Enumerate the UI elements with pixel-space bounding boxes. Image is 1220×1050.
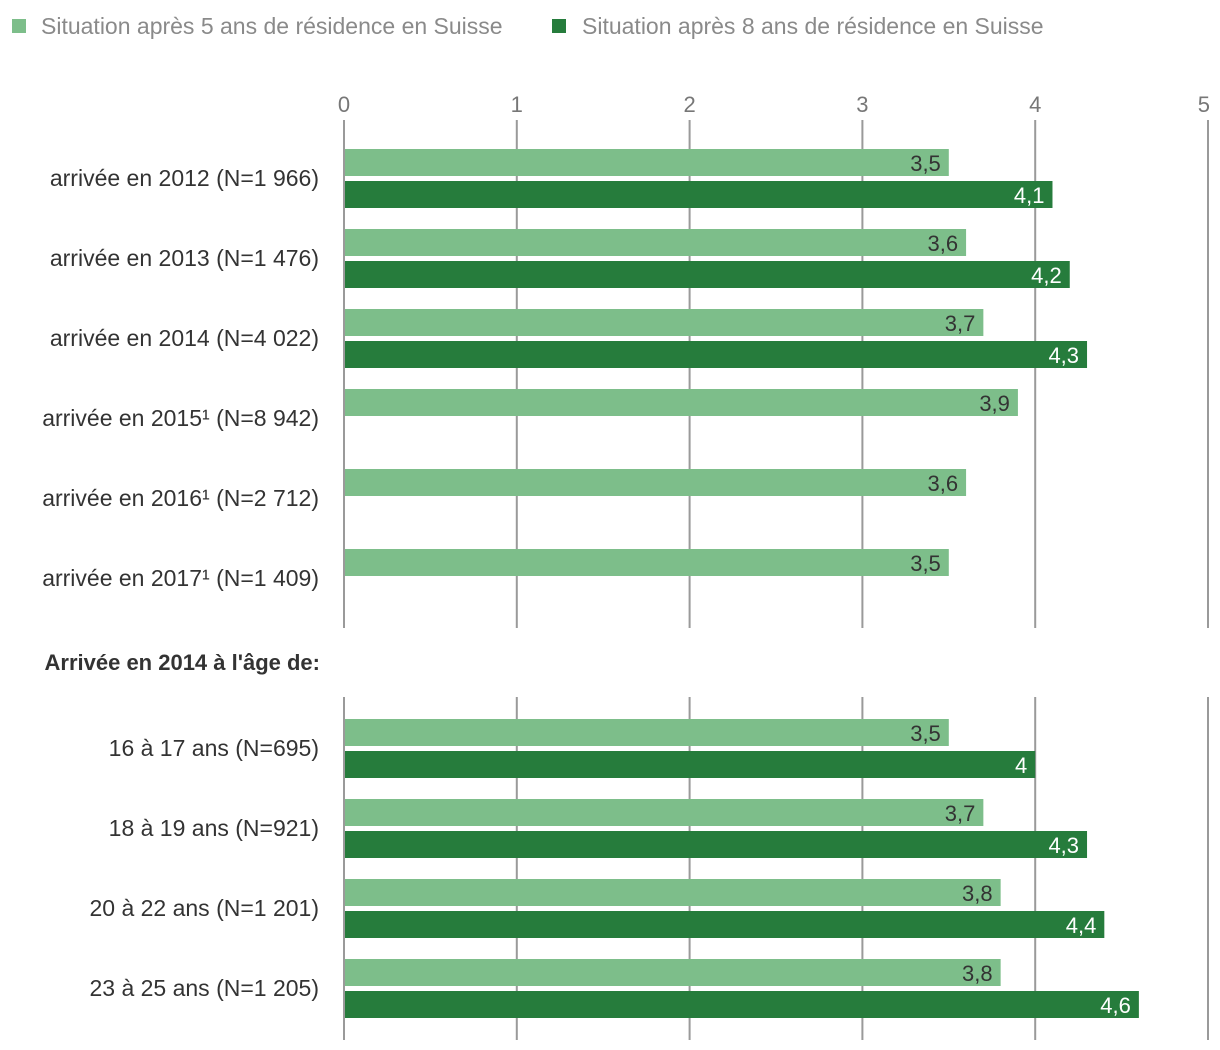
value-label-8ans-16-a-17-ans-n-695: 4 [1015, 753, 1027, 778]
x-tick-label-4: 4 [1029, 92, 1041, 117]
category-label-20-a-22-ans-n-1-201: 20 à 22 ans (N=1 201) [89, 895, 319, 921]
bar-5ans-arrivee-en-2016-n-2-712 [345, 469, 967, 496]
group-title: Arrivée en 2014 à l'âge de: [45, 650, 321, 675]
bar-8ans-18-a-19-ans-n-921 [345, 831, 1088, 858]
legend-label-2: Situation après 8 ans de résidence en Su… [582, 13, 1044, 39]
bar-5ans-arrivee-en-2015-n-8-942 [345, 389, 1018, 416]
value-label-5ans-20-a-22-ans-n-1-201: 3,8 [962, 881, 993, 906]
legend-swatch-2 [552, 19, 566, 33]
value-label-8ans-23-a-25-ans-n-1-205: 4,6 [1100, 993, 1131, 1018]
category-label-arrivee-en-2014-n-4-022: arrivée en 2014 (N=4 022) [50, 325, 319, 351]
x-tick-label-0: 0 [338, 92, 350, 117]
value-label-8ans-18-a-19-ans-n-921: 4,3 [1048, 833, 1079, 858]
value-label-5ans-23-a-25-ans-n-1-205: 3,8 [962, 961, 993, 986]
bars: 3,5 4,1 3,6 4,2 3,7 4,3 3,9 3,6 3,5 3,5 4 3,7 4,3 3,8… [345, 149, 1139, 1018]
bar-5ans-23-a-25-ans-n-1-205 [345, 959, 1001, 986]
value-label-8ans-arrivee-en-2012-n-1-966: 4,1 [1014, 183, 1045, 208]
value-label-5ans-arrivee-en-2016-n-2-712: 3,6 [927, 471, 958, 496]
bar-8ans-16-a-17-ans-n-695 [345, 751, 1036, 778]
category-label-arrivee-en-2016-n-2-712: arrivée en 2016¹ (N=2 712) [42, 485, 319, 511]
value-label-5ans-arrivee-en-2017-n-1-409: 3,5 [910, 551, 941, 576]
x-tick-label-5: 5 [1198, 92, 1210, 117]
bar-5ans-16-a-17-ans-n-695 [345, 719, 949, 746]
bar-8ans-arrivee-en-2014-n-4-022 [345, 341, 1088, 368]
x-tick-label-2: 2 [683, 92, 695, 117]
value-label-8ans-arrivee-en-2014-n-4-022: 4,3 [1048, 343, 1079, 368]
legend-label-1: Situation après 5 ans de résidence en Su… [41, 13, 503, 39]
x-tick-label-1: 1 [511, 92, 523, 117]
x-axis-ticks: 0 1 2 3 4 5 [338, 92, 1210, 117]
bar-8ans-arrivee-en-2012-n-1-966 [345, 181, 1053, 208]
bar-5ans-arrivee-en-2014-n-4-022 [345, 309, 984, 336]
category-label-arrivee-en-2012-n-1-966: arrivée en 2012 (N=1 966) [50, 165, 319, 191]
legend-swatch-1 [12, 19, 26, 33]
value-label-5ans-arrivee-en-2015-n-8-942: 3,9 [979, 391, 1010, 416]
bar-8ans-23-a-25-ans-n-1-205 [345, 991, 1139, 1018]
value-label-8ans-20-a-22-ans-n-1-201: 4,4 [1066, 913, 1097, 938]
bar-5ans-arrivee-en-2012-n-1-966 [345, 149, 949, 176]
bar-5ans-arrivee-en-2017-n-1-409 [345, 549, 949, 576]
value-label-5ans-arrivee-en-2014-n-4-022: 3,7 [945, 311, 976, 336]
value-label-5ans-arrivee-en-2013-n-1-476: 3,6 [927, 231, 958, 256]
value-label-8ans-arrivee-en-2013-n-1-476: 4,2 [1031, 263, 1062, 288]
value-label-5ans-16-a-17-ans-n-695: 3,5 [910, 721, 941, 746]
category-label-16-a-17-ans-n-695: 16 à 17 ans (N=695) [109, 735, 319, 761]
bar-8ans-20-a-22-ans-n-1-201 [345, 911, 1105, 938]
category-label-18-a-19-ans-n-921: 18 à 19 ans (N=921) [109, 815, 319, 841]
category-label-23-a-25-ans-n-1-205: 23 à 25 ans (N=1 205) [89, 975, 319, 1001]
legend: Situation après 5 ans de résidence en Su… [12, 13, 1044, 39]
bar-5ans-18-a-19-ans-n-921 [345, 799, 984, 826]
category-label-arrivee-en-2017-n-1-409: arrivée en 2017¹ (N=1 409) [42, 565, 319, 591]
category-labels: arrivée en 2012 (N=1 966) arrivée en 2013… [42, 165, 320, 1001]
value-label-5ans-18-a-19-ans-n-921: 3,7 [945, 801, 976, 826]
bar-8ans-arrivee-en-2013-n-1-476 [345, 261, 1070, 288]
x-tick-label-3: 3 [856, 92, 868, 117]
bar-5ans-arrivee-en-2013-n-1-476 [345, 229, 967, 256]
bar-5ans-20-a-22-ans-n-1-201 [345, 879, 1001, 906]
category-label-arrivee-en-2013-n-1-476: arrivée en 2013 (N=1 476) [50, 245, 319, 271]
category-label-arrivee-en-2015-n-8-942: arrivée en 2015¹ (N=8 942) [42, 405, 319, 431]
value-label-5ans-arrivee-en-2012-n-1-966: 3,5 [910, 151, 941, 176]
